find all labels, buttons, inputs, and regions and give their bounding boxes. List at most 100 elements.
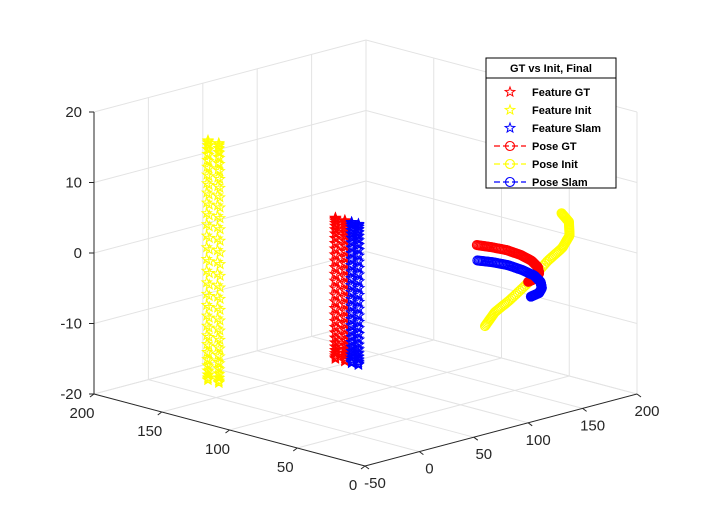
data-point bbox=[328, 320, 341, 333]
data-point bbox=[213, 257, 227, 270]
data-point bbox=[201, 352, 214, 365]
data-point bbox=[202, 169, 215, 182]
data-point bbox=[212, 137, 226, 150]
legend-label: Pose Init bbox=[532, 159, 578, 171]
data-point bbox=[213, 211, 227, 224]
data-point bbox=[212, 355, 225, 368]
y-tick-label: 150 bbox=[137, 423, 162, 440]
data-point bbox=[200, 328, 214, 341]
data-point bbox=[200, 287, 213, 300]
data-point bbox=[201, 368, 214, 380]
legend-item: Pose Slam bbox=[494, 176, 588, 189]
data-point bbox=[352, 229, 365, 242]
data-point bbox=[200, 319, 214, 332]
data-point bbox=[211, 340, 225, 353]
data-point bbox=[328, 331, 341, 343]
legend-box bbox=[485, 77, 617, 189]
data-point bbox=[328, 326, 341, 338]
legend-marker bbox=[503, 121, 517, 134]
grid-line bbox=[365, 180, 638, 254]
data-point bbox=[543, 255, 554, 266]
data-point bbox=[213, 201, 227, 213]
data-point bbox=[328, 288, 341, 300]
data-point bbox=[328, 301, 341, 314]
data-point bbox=[213, 234, 227, 246]
data-point bbox=[328, 343, 342, 356]
y-tick-label: 0 bbox=[349, 477, 357, 494]
data-point bbox=[329, 350, 342, 363]
data-point bbox=[351, 294, 364, 306]
data-point bbox=[213, 181, 226, 194]
x-tick-mark bbox=[636, 393, 642, 398]
grid-line bbox=[297, 375, 570, 449]
x-axis-line bbox=[364, 393, 638, 467]
grid-line bbox=[93, 251, 367, 324]
data-series bbox=[200, 133, 575, 389]
data-point bbox=[211, 267, 224, 279]
series-feature-init bbox=[200, 133, 227, 389]
data-point bbox=[200, 276, 213, 288]
legend-marker bbox=[504, 140, 516, 152]
data-point bbox=[203, 198, 216, 210]
data-point bbox=[203, 243, 216, 255]
series-pose-slam bbox=[472, 255, 547, 302]
data-point bbox=[200, 337, 214, 350]
data-point bbox=[212, 366, 225, 379]
data-point bbox=[211, 301, 224, 314]
series-feature-slam bbox=[344, 215, 366, 371]
legend-label: Feature GT bbox=[532, 87, 590, 99]
x-tick-label: 0 bbox=[425, 461, 433, 478]
data-point bbox=[202, 178, 216, 191]
data-point bbox=[211, 312, 224, 324]
legend-item: Feature Slam bbox=[503, 121, 601, 135]
data-point bbox=[481, 318, 492, 329]
data-point bbox=[345, 340, 358, 352]
z-tick-label: 10 bbox=[65, 175, 82, 192]
legend: GT vs Init, Final Feature GT Feature Init… bbox=[485, 57, 617, 189]
data-point bbox=[211, 290, 224, 302]
data-point bbox=[212, 375, 225, 388]
data-point bbox=[212, 373, 225, 386]
data-point bbox=[329, 237, 343, 250]
data-point bbox=[201, 371, 214, 383]
data-point bbox=[351, 342, 365, 354]
grid-line bbox=[365, 321, 638, 395]
y-tick-mark bbox=[157, 411, 163, 416]
data-point bbox=[202, 188, 216, 200]
data-point bbox=[201, 372, 214, 385]
data-point bbox=[203, 208, 216, 221]
grid-line bbox=[93, 110, 367, 183]
data-point bbox=[202, 143, 215, 156]
z-tick-label: 0 bbox=[74, 245, 82, 262]
x-tick-label: -50 bbox=[364, 475, 386, 492]
x-tick-mark bbox=[527, 422, 533, 427]
y-tick-label: 100 bbox=[205, 441, 230, 458]
data-point bbox=[202, 134, 215, 147]
data-point bbox=[345, 335, 358, 348]
data-point bbox=[200, 264, 213, 277]
grid-line bbox=[229, 357, 502, 431]
data-point bbox=[201, 345, 214, 358]
x-tick-label: 200 bbox=[634, 403, 659, 420]
data-point bbox=[328, 294, 341, 307]
data-point bbox=[213, 146, 226, 158]
data-point bbox=[352, 352, 365, 365]
data-point bbox=[471, 240, 482, 251]
data-point bbox=[212, 370, 225, 383]
x-tick-label: 100 bbox=[526, 432, 551, 449]
data-point bbox=[351, 301, 364, 313]
data-point bbox=[338, 322, 351, 335]
tick-labels: -50 0 50 100 150 200 0 50 100 150 200 -20 -10 0 10 20 bbox=[60, 104, 659, 494]
grid-line bbox=[93, 180, 367, 254]
legend-label: Feature Slam bbox=[532, 123, 601, 135]
legend-title: GT vs Init, Final bbox=[510, 63, 592, 75]
z-tick-label: -20 bbox=[60, 386, 82, 403]
data-point bbox=[200, 298, 213, 311]
data-point bbox=[213, 142, 226, 154]
legend-item: Pose GT bbox=[494, 140, 577, 153]
data-point bbox=[351, 332, 364, 344]
data-point bbox=[329, 232, 343, 245]
z-tick-label: 20 bbox=[65, 104, 82, 121]
data-point bbox=[338, 342, 351, 355]
